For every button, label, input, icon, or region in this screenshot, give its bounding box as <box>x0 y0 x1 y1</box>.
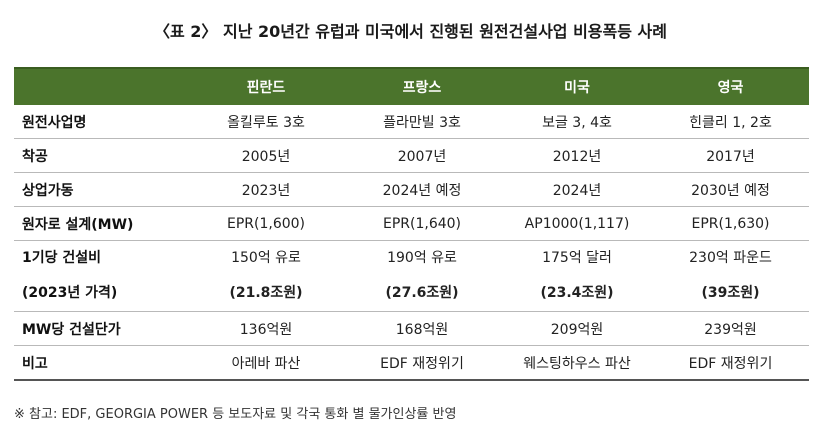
header-cell-empty <box>14 67 190 105</box>
table-cell: 136억원 <box>190 311 342 346</box>
table-cell: 2023년 <box>190 172 342 207</box>
row-label-line1: 1기당 건설비 <box>22 250 102 266</box>
table-cell: 239억원 <box>652 311 809 346</box>
table-row-start: 착공 2005년 2007년 2012년 2017년 <box>14 138 809 173</box>
cost-krw-value: (39조원) <box>701 285 760 301</box>
header-cell-uk: 영국 <box>652 67 809 105</box>
table-cell: 168억원 <box>342 311 502 346</box>
table-cell: 2005년 <box>190 138 342 173</box>
table-row-note: 비고 아레바 파산 EDF 재정위기 웨스팅하우스 파산 EDF 재정위기 <box>14 345 809 381</box>
header-cell-usa: 미국 <box>502 67 652 105</box>
table-cell: 175억 달러 (23.4조원) <box>502 240 652 312</box>
table-cell: EPR(1,640) <box>342 206 502 241</box>
cost-krw-value: (21.8조원) <box>229 285 303 301</box>
table-cell: 아레바 파산 <box>190 345 342 381</box>
table-cell: EDF 재정위기 <box>342 345 502 381</box>
table-cell: 힌클리 1, 2호 <box>652 105 809 139</box>
table-row-cost: 1기당 건설비 (2023년 가격) 150억 유로 (21.8조원) 190억… <box>14 240 809 312</box>
table-cell: 올킬루토 3호 <box>190 105 342 139</box>
cost-table: 핀란드 프랑스 미국 영국 원전사업명 올킬루토 3호 플라만빌 3호 보글 3… <box>14 67 809 381</box>
cost-krw-value: (23.4조원) <box>540 285 614 301</box>
table-row-unit-cost: MW당 건설단가 136억원 168억원 209억원 239억원 <box>14 311 809 346</box>
table-cell: 2024년 <box>502 172 652 207</box>
table-cell: 209억원 <box>502 311 652 346</box>
cost-value: 230억 파운드 <box>689 250 772 266</box>
table-cell: 2030년 예정 <box>652 172 809 207</box>
table-cell: 플라만빌 3호 <box>342 105 502 139</box>
table-title: 〈표 2〉 지난 20년간 유럽과 미국에서 진행된 원전건설사업 비용폭등 사… <box>154 22 667 41</box>
row-label: 1기당 건설비 (2023년 가격) <box>14 240 190 312</box>
cost-value: 175억 달러 <box>542 250 612 266</box>
table-cell: 웨스팅하우스 파산 <box>502 345 652 381</box>
table-cell: 2024년 예정 <box>342 172 502 207</box>
table-cell: 2007년 <box>342 138 502 173</box>
cost-krw-value: (27.6조원) <box>385 285 459 301</box>
row-label: 착공 <box>14 138 190 173</box>
row-label: 원자로 설계(MW) <box>14 206 190 241</box>
table-cell: 2017년 <box>652 138 809 173</box>
row-label: 원전사업명 <box>14 105 190 139</box>
header-cell-finland: 핀란드 <box>190 67 342 105</box>
row-label: 상업가동 <box>14 172 190 207</box>
table-cell: EPR(1,630) <box>652 206 809 241</box>
row-label-line2: (2023년 가격) <box>22 285 118 301</box>
row-label: MW당 건설단가 <box>14 311 190 346</box>
table-cell: EDF 재정위기 <box>652 345 809 381</box>
table-cell: AP1000(1,117) <box>502 206 652 241</box>
table-cell: 190억 유로 (27.6조원) <box>342 240 502 312</box>
table-cell: 150억 유로 (21.8조원) <box>190 240 342 312</box>
table-row-operation: 상업가동 2023년 2024년 예정 2024년 2030년 예정 <box>14 172 809 207</box>
table-cell: 2012년 <box>502 138 652 173</box>
table-header-row: 핀란드 프랑스 미국 영국 <box>14 67 809 105</box>
footnote: ※ 참고: EDF, GEORGIA POWER 등 보도자료 및 각국 통화 … <box>14 407 457 422</box>
table-row-project: 원전사업명 올킬루토 3호 플라만빌 3호 보글 3, 4호 힌클리 1, 2호 <box>14 105 809 139</box>
table-cell: 230억 파운드 (39조원) <box>652 240 809 312</box>
row-label: 비고 <box>14 345 190 381</box>
table-row-design: 원자로 설계(MW) EPR(1,600) EPR(1,640) AP1000(… <box>14 206 809 241</box>
table-cell: EPR(1,600) <box>190 206 342 241</box>
cost-value: 150억 유로 <box>231 250 301 266</box>
header-cell-france: 프랑스 <box>342 67 502 105</box>
table-cell: 보글 3, 4호 <box>502 105 652 139</box>
cost-value: 190억 유로 <box>387 250 457 266</box>
